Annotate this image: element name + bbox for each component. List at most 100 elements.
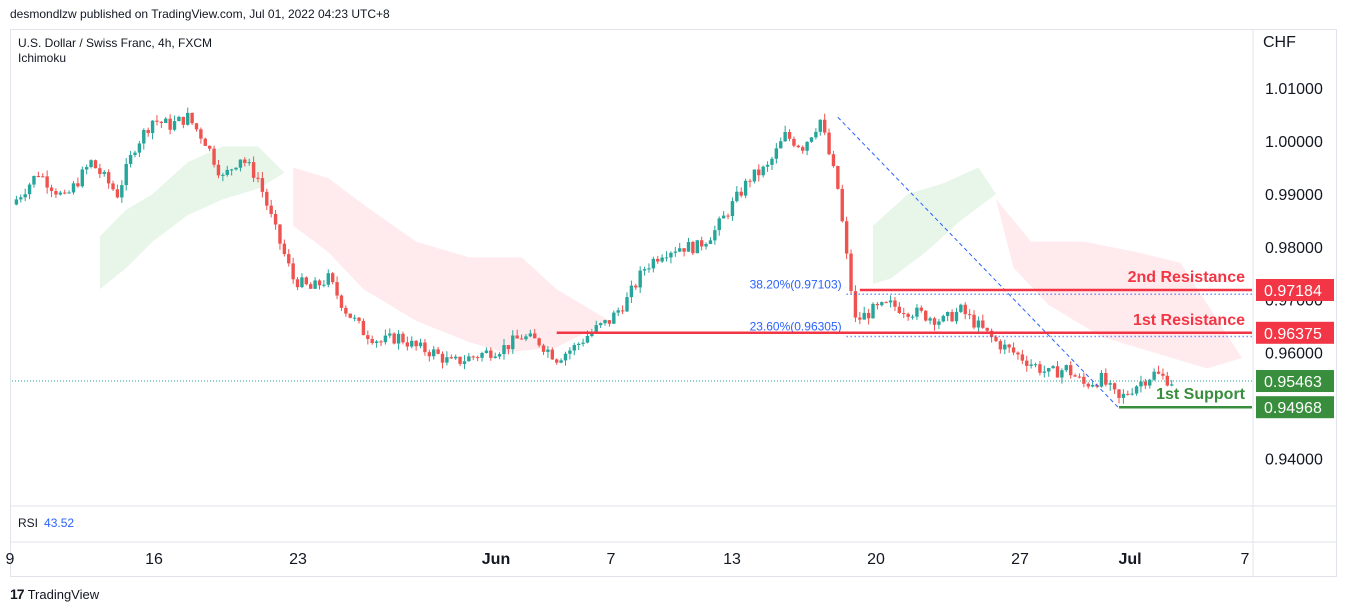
candle-body: [106, 172, 111, 184]
candle-body: [1143, 381, 1148, 386]
candle-body: [1047, 368, 1051, 372]
candle-body: [396, 333, 401, 344]
candle-body: [866, 312, 871, 319]
candle-body: [300, 277, 304, 288]
candle-body: [704, 243, 708, 247]
time-tick-label: 7: [607, 551, 616, 568]
candle-body: [128, 154, 133, 164]
candle-body: [361, 320, 366, 336]
candle-body: [717, 218, 721, 231]
candle-body: [1126, 393, 1130, 395]
candle-body: [1003, 344, 1007, 350]
candle-body: [269, 205, 273, 214]
candle-body: [339, 295, 344, 308]
candle-body: [959, 304, 963, 312]
candle-body: [401, 333, 405, 343]
candle-body: [45, 176, 49, 188]
candle-body: [313, 280, 317, 289]
candle-body: [765, 164, 770, 167]
candle-body: [1139, 381, 1143, 387]
candle-body: [287, 254, 291, 264]
candle-body: [247, 162, 251, 164]
candle-body: [76, 183, 80, 187]
candle-body: [32, 176, 36, 185]
candle-body: [550, 349, 555, 360]
candle-body: [836, 166, 840, 189]
time-tick-label: 16: [145, 551, 163, 568]
candle-body: [695, 240, 699, 254]
candle-body: [243, 159, 247, 164]
time-tick-label: 23: [289, 551, 307, 568]
candle-body: [669, 252, 673, 258]
candle-body: [533, 333, 537, 339]
candle-body: [427, 352, 432, 357]
price-tick-label: 1.01000: [1265, 81, 1323, 98]
candle-body: [374, 341, 379, 343]
candle-body: [691, 241, 695, 254]
candle-body: [14, 199, 19, 205]
candle-body: [642, 269, 647, 271]
candle-body: [673, 251, 678, 253]
rsi-legend[interactable]: RSI 43.52: [18, 516, 74, 530]
candle-body: [981, 320, 985, 328]
candle-body: [89, 160, 93, 168]
candle-body: [967, 314, 972, 316]
candle-body: [699, 240, 704, 247]
ichimoku-cloud-bullish: [99, 146, 285, 290]
candle-body: [897, 306, 902, 314]
candle-body: [467, 356, 471, 362]
candle-body: [273, 213, 278, 225]
candle-body: [41, 176, 45, 178]
candle-body: [458, 356, 462, 364]
candle-body: [752, 169, 757, 182]
candle-body: [735, 191, 739, 202]
time-tick-label: 7: [1241, 551, 1250, 568]
support-1-price-badge: 0.94968: [1264, 400, 1322, 417]
rsi-label: RSI: [18, 516, 39, 530]
candle-body: [194, 123, 199, 130]
candle-body: [546, 349, 550, 352]
chart-frame[interactable]: [10, 29, 1337, 577]
candle-body: [445, 357, 449, 363]
candle-body: [199, 129, 203, 139]
candle-body: [941, 315, 945, 322]
candle-body: [985, 327, 989, 331]
candle-body: [818, 119, 822, 132]
candle-body: [502, 345, 506, 355]
candle-body: [19, 197, 23, 200]
candle-body: [1134, 386, 1139, 394]
candle-body: [1068, 365, 1073, 376]
symbol-legend[interactable]: U.S. Dollar / Swiss Franc, 4h, FXCM Ichi…: [18, 36, 212, 66]
candle-body: [954, 311, 959, 322]
candle-body: [309, 284, 313, 289]
publisher-line: desmondlzw published on TradingView.com,…: [10, 7, 390, 21]
candle-body: [726, 215, 730, 217]
candle-body: [265, 191, 269, 206]
support-1-label: 1st Support: [1156, 386, 1246, 403]
candle-body: [779, 141, 783, 149]
candle-body: [256, 177, 260, 179]
candle-body: [664, 257, 669, 259]
candle-body: [783, 131, 787, 142]
candle-body: [814, 131, 818, 138]
candle-body: [221, 174, 225, 176]
candle-body: [93, 160, 98, 169]
candle-body: [844, 221, 849, 254]
candle-body: [875, 303, 880, 306]
candle-body: [159, 121, 164, 123]
candle-body: [326, 273, 330, 285]
candle-body: [27, 184, 32, 195]
candle-body: [761, 166, 765, 176]
candle-body: [963, 304, 967, 315]
candle-body: [563, 353, 568, 361]
candle-body: [102, 172, 106, 174]
candle-body: [225, 169, 229, 175]
price-tick-label: 0.98000: [1265, 240, 1323, 257]
candle-body: [612, 312, 616, 324]
candle-body: [796, 145, 801, 148]
candle-body: [568, 350, 572, 354]
candle-body: [370, 339, 374, 343]
footer: 17 TradingView: [10, 586, 99, 602]
candle-body: [1025, 360, 1029, 366]
